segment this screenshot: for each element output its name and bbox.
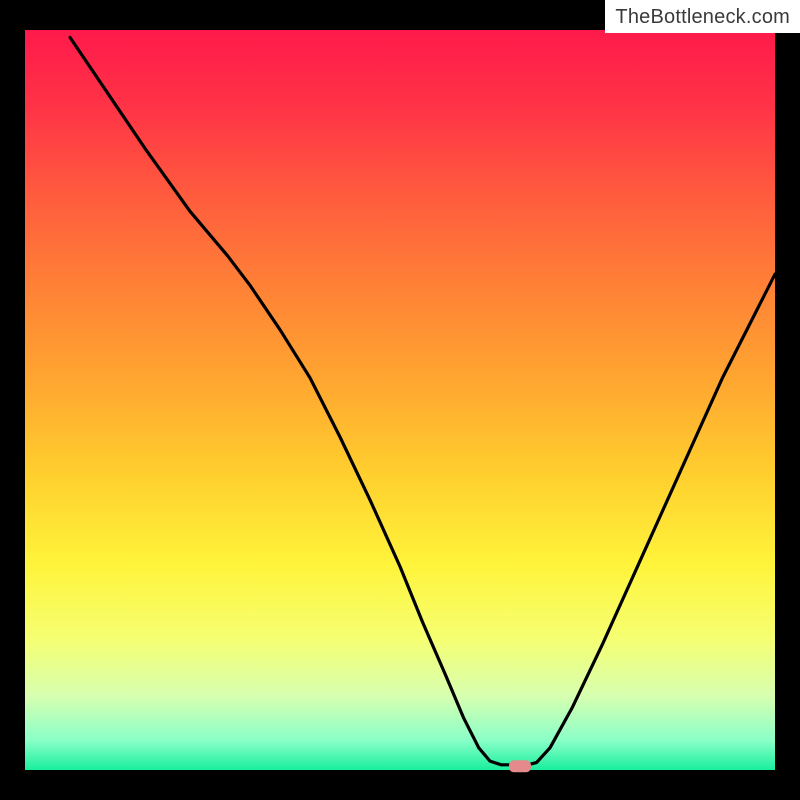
source-watermark: TheBottleneck.com [605,0,800,33]
optimal-marker [509,760,531,772]
chart-background [25,30,775,770]
chart-container: TheBottleneck.com [0,0,800,800]
bottleneck-chart [0,0,800,800]
